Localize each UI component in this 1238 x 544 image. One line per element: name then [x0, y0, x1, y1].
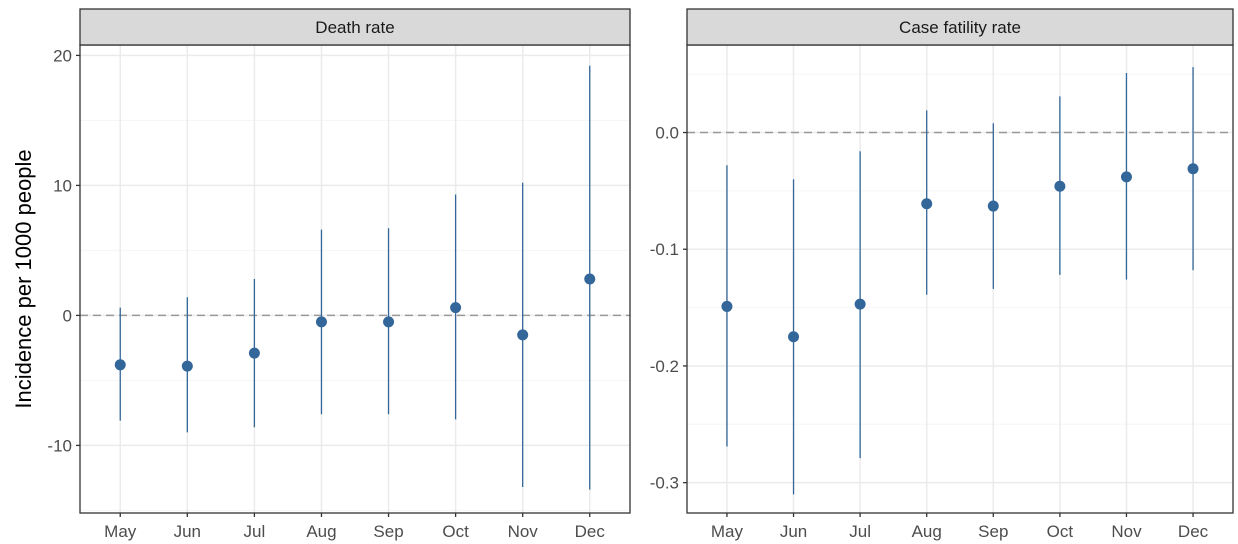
panel1-y-tick-label: -0.2 [650, 357, 679, 376]
panel-death-rate: Death rate -10 0 10 20 May Jun Jul Aug Sep Oct Nov D… [47, 8, 631, 541]
panel0-x-tick-label: Jun [174, 522, 201, 541]
panel1-y-tick-label: -0.1 [650, 240, 679, 259]
panel1-x-tick-label: Jul [849, 522, 871, 541]
panel1-point-nov [1120, 171, 1132, 183]
panel0-strip-title: Death rate [315, 18, 394, 37]
panel0-x-tick-label: Sep [373, 522, 403, 541]
panel1-x-tick-label: Dec [1178, 522, 1209, 541]
panel1-strip [686, 8, 1234, 46]
panel1-point-dec [1187, 163, 1199, 175]
panel1-x-tick-label: Sep [978, 522, 1008, 541]
panel1-point-oct [1054, 180, 1066, 192]
panel0-y-tick-label: -10 [47, 436, 72, 455]
panel0-x-tick-label: Aug [306, 522, 336, 541]
panel1-x-tick-label: May [711, 522, 744, 541]
panel0-point-jun [181, 360, 193, 372]
panel1-x-tick-label: Oct [1047, 522, 1074, 541]
panel1-y-tick-label: 0.0 [655, 124, 679, 143]
panel0-point-jul [248, 347, 260, 359]
panel1-point-jul [854, 298, 866, 310]
panel1-x-tick-label: Aug [912, 522, 942, 541]
panel1-point-sep [987, 200, 999, 212]
y-axis-label: Incidence per 1000 people [11, 149, 36, 408]
panel0-y-tick-label: 10 [53, 176, 72, 195]
panel1-plot-background [687, 45, 1233, 513]
panel0-point-aug [315, 316, 327, 328]
panel1-point-may [721, 300, 733, 312]
panel0-point-sep [383, 316, 395, 328]
panel0-point-may [114, 359, 126, 371]
panel-case-fatality-rate: Case fatility rate -0.3 -0.2 -0.1 0.0 May Jun J… [650, 8, 1234, 541]
panel1-strip-title: Case fatility rate [899, 18, 1021, 37]
panel0-x-tick-label: Jul [244, 522, 266, 541]
panel1-y-tick-label: -0.3 [650, 474, 679, 493]
panel1-x-tick-label: Jun [780, 522, 807, 541]
panel0-point-nov [517, 329, 529, 341]
panel0-plot-background [80, 45, 630, 513]
panel0-x-tick-label: Nov [508, 522, 539, 541]
panel0-x-tick-label: Oct [442, 522, 469, 541]
panel0-point-dec [584, 273, 596, 285]
panel0-x-tick-label: May [104, 522, 137, 541]
panel1-point-jun [788, 331, 800, 343]
panel0-y-tick-label: 20 [53, 46, 72, 65]
panel1-x-tick-label: Nov [1111, 522, 1142, 541]
panel0-point-oct [450, 302, 462, 314]
panel1-point-aug [921, 198, 933, 210]
panel0-y-tick-label: 0 [63, 306, 72, 325]
panel0-x-tick-label: Dec [575, 522, 606, 541]
panel0-strip [79, 8, 631, 46]
